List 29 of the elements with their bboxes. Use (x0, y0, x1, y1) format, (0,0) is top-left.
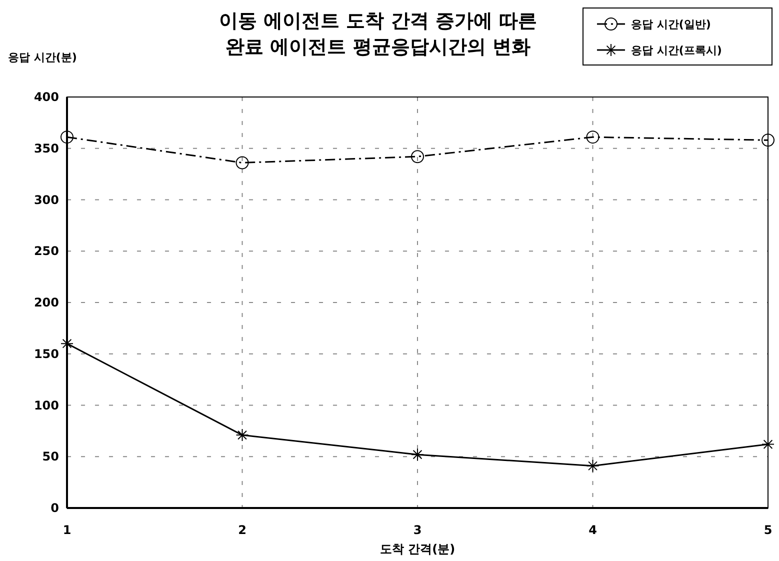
y-tick-label: 200 (34, 296, 59, 310)
x-tick-label: 4 (588, 523, 597, 537)
point (411, 150, 424, 164)
point (236, 428, 249, 442)
x-tick-label: 1 (62, 523, 72, 537)
y-axis-title: 응답 시간(분) (8, 51, 77, 64)
y-tick-label: 50 (42, 450, 59, 464)
y-tick-label: 250 (34, 244, 59, 258)
y-tick-label: 100 (34, 398, 59, 412)
y-tick-label: 350 (34, 141, 59, 156)
legend-label: 응답 시간(일반) (631, 18, 711, 31)
legend-label: 응답 시간(프록시) (631, 44, 722, 57)
point (60, 337, 74, 350)
y-tick-label: 300 (34, 192, 59, 207)
point (411, 448, 424, 462)
y-tick-label: 400 (34, 90, 59, 104)
chart-title: 이동 에이전트 도착 간격 증가에 따른 완료 에이전트 평균응답시간의 변화 (218, 10, 538, 58)
point (762, 438, 774, 451)
x-tick-label: 2 (238, 523, 246, 537)
point (60, 130, 74, 144)
point (586, 459, 600, 472)
point (586, 130, 600, 144)
point (236, 156, 249, 170)
point (762, 134, 774, 147)
x-tick-label: 5 (764, 523, 772, 537)
x-tick-label: 3 (413, 523, 422, 537)
x-axis-title: 도착 간격(분) (380, 542, 456, 556)
y-tick-label: 150 (34, 346, 59, 361)
y-tick-label: 0 (50, 501, 59, 515)
